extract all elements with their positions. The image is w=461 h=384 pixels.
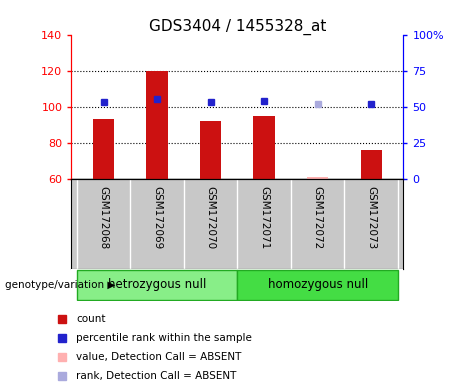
Bar: [200, 121, 221, 179]
Text: percentile rank within the sample: percentile rank within the sample: [76, 333, 252, 343]
Bar: [77, 270, 237, 300]
Text: homozygous null: homozygous null: [267, 278, 368, 291]
Bar: [147, 71, 168, 179]
Text: GSM172072: GSM172072: [313, 186, 323, 249]
Bar: [93, 119, 114, 179]
Text: GSM172068: GSM172068: [99, 186, 109, 249]
Text: GSM172071: GSM172071: [259, 186, 269, 249]
Text: GSM172069: GSM172069: [152, 186, 162, 249]
Text: count: count: [76, 314, 106, 324]
Text: GSM172073: GSM172073: [366, 186, 376, 249]
Text: GSM172070: GSM172070: [206, 186, 216, 249]
Bar: [307, 177, 328, 179]
Bar: [361, 150, 382, 179]
Text: genotype/variation ▶: genotype/variation ▶: [5, 280, 115, 290]
Text: value, Detection Call = ABSENT: value, Detection Call = ABSENT: [76, 352, 242, 362]
Bar: [237, 270, 398, 300]
Text: hetrozygous null: hetrozygous null: [108, 278, 207, 291]
Title: GDS3404 / 1455328_at: GDS3404 / 1455328_at: [149, 18, 326, 35]
Text: rank, Detection Call = ABSENT: rank, Detection Call = ABSENT: [76, 371, 236, 381]
Bar: [254, 116, 275, 179]
